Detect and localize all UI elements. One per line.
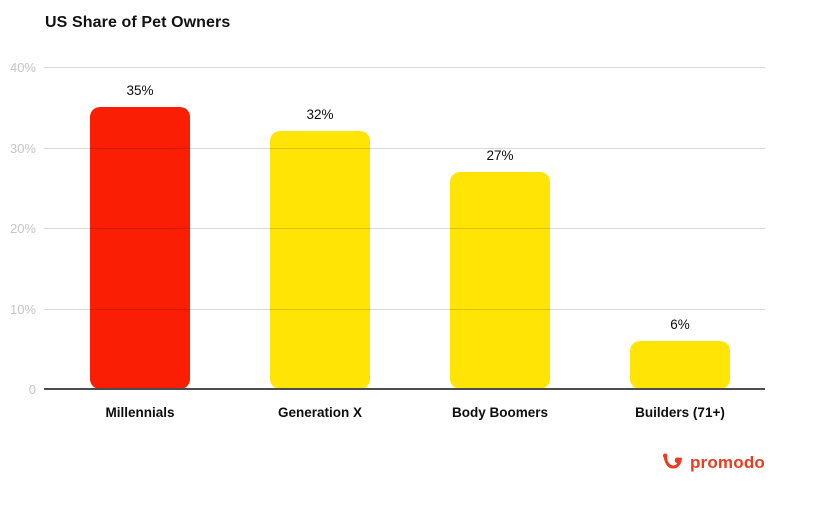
bar-2 [450,171,550,389]
promodo-bull-icon [662,452,684,474]
bar-value-label: 6% [670,316,690,332]
gridline-30 [44,147,765,149]
bar-0 [90,107,190,389]
category-label: Builders (71+) [635,405,725,420]
gridline-20 [44,228,765,229]
x-axis-line [44,388,765,390]
bar-3 [630,340,730,389]
category-label: Body Boomers [451,405,549,420]
bar-1 [270,131,370,389]
y-tick-label: 10% [9,301,36,317]
y-tick-label: 20% [9,221,36,236]
category-label: Millennials [105,405,175,420]
bar-value-label: 27% [486,147,514,163]
bar-value-label: 32% [306,107,334,123]
promodo-logo-text: promodo [689,453,765,472]
gridline-10 [44,308,765,310]
gridline-40 [44,67,765,68]
y-tick-label: 40% [9,60,36,75]
y-tick-label: 0 [28,382,36,397]
category-label: Generation X [277,405,363,420]
plot-area: 40% 30% 20% 10% 0 35% Millennials 32% Generation… [10,61,765,420]
chart-title: US Share of Pet Owners [45,14,231,31]
promodo-logo: promodo [662,452,765,474]
y-tick-label: 30% [9,140,36,156]
bar-value-label: 35% [126,83,154,99]
